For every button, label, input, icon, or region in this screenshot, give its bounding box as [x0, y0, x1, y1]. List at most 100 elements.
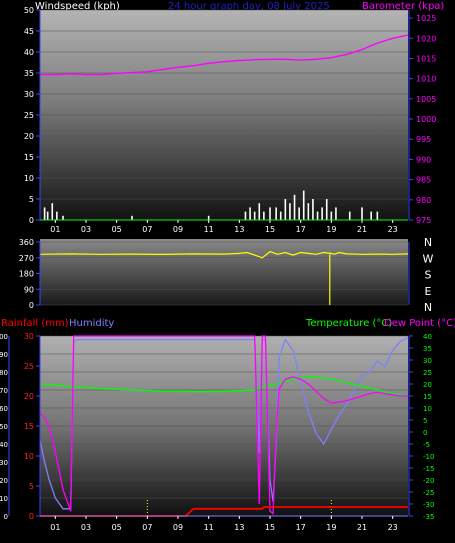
- hour-tick-label: 01: [50, 225, 60, 234]
- windspeed-bar: [131, 215, 133, 220]
- compass-label: N: [424, 236, 432, 249]
- windspeed-bar: [51, 203, 54, 220]
- hour-tick-label: 23: [388, 523, 398, 532]
- windspeed-bar: [335, 207, 337, 220]
- windspeed-bar: [207, 215, 210, 220]
- temperature-tick-label: 25: [423, 369, 432, 377]
- barometer-tick-label: 1015: [416, 54, 436, 63]
- hour-tick-label: 19: [326, 523, 336, 532]
- windspeed-tick-label: 30: [24, 90, 34, 99]
- hour-tick-label: 17: [296, 523, 306, 532]
- barometer-tick-label: 985: [416, 176, 431, 185]
- windspeed-bar: [316, 211, 319, 220]
- windspeed-bar: [348, 211, 351, 220]
- windspeed-bar: [249, 207, 251, 220]
- barometer-tick-label: 975: [416, 216, 431, 225]
- barometer-tick-label: 1000: [416, 115, 436, 124]
- humidity-tick-label: 40: [0, 441, 8, 449]
- temperature-tick-label: 0: [423, 429, 427, 437]
- rainfall-label: Rainfall (mm): [1, 318, 69, 329]
- windspeed-bar: [46, 211, 49, 220]
- windspeed-bar: [325, 199, 328, 220]
- temperature-tick-label: 35: [423, 345, 432, 353]
- rainfall-tick-label: 30: [24, 332, 34, 341]
- panel-3-x-axis: 01 03 05 07 09 11 13 15 17 19 21 23: [40, 515, 408, 532]
- temperature-tick-label: -20: [423, 477, 434, 485]
- windspeed-bar: [361, 207, 363, 220]
- windspeed-tick-label: 25: [24, 111, 34, 120]
- compass-label: N: [424, 301, 432, 314]
- windspeed-axis: 0 5 10 15 20 25 30 35 40 45 50: [24, 6, 41, 225]
- humidity-tick-label: 80: [0, 369, 8, 377]
- wind-direction-tick-label: 270: [19, 254, 34, 263]
- barometer-line: [40, 34, 409, 76]
- windspeed-bar: [321, 207, 323, 220]
- windspeed-label: Windspeed (kph): [35, 1, 120, 12]
- humidity-tick-label: 0: [4, 513, 8, 521]
- dew-point-label: Dew Point (°C): [384, 318, 455, 329]
- windspeed-bar: [244, 211, 247, 220]
- temperature-tick-label: -15: [423, 465, 434, 473]
- humidity-tick-label: 70: [0, 387, 8, 395]
- wind-direction-tick-label: 360: [19, 238, 34, 247]
- panel-1-x-axis: 01 03 05 07 09 11 13 15 17 19 21 23: [40, 219, 408, 234]
- wind-direction-axis: 0 90 180 270 360: [19, 238, 41, 310]
- wind-direction-tick-label: 180: [19, 270, 34, 279]
- temperature-line: [39, 376, 409, 397]
- windspeed-tick-label: 35: [24, 69, 34, 78]
- windspeed-bar: [62, 215, 64, 220]
- barometer-tick-label: 1005: [416, 95, 436, 104]
- wind-direction-tick-label: 90: [24, 285, 34, 294]
- compass-label: W: [423, 252, 434, 265]
- chart-title: 24 hour graph day, 08 July 2025: [168, 1, 330, 12]
- compass-label: S: [425, 269, 432, 282]
- windspeed-bars: [43, 190, 379, 220]
- humidity-tick-label: 30: [0, 459, 8, 467]
- temperature-tick-label: -5: [423, 441, 430, 449]
- temperature-label: Temperature (°C): [305, 318, 392, 329]
- hour-tick-label: 21: [357, 225, 367, 234]
- rainfall-axis: 0 5 10 15 20 25 30: [24, 332, 41, 521]
- panel-2-grid: [40, 241, 408, 306]
- hour-tick-label: 01: [50, 523, 60, 532]
- hour-tick-label: 05: [112, 225, 122, 234]
- humidity-tick-label: 100: [0, 333, 8, 341]
- windspeed-bar: [293, 194, 296, 220]
- hour-tick-label: 15: [265, 523, 275, 532]
- temperature-tick-label: -10: [423, 453, 434, 461]
- barometer-tick-label: 995: [416, 135, 431, 144]
- hour-tick-label: 07: [142, 523, 152, 532]
- windspeed-bar: [56, 211, 58, 220]
- temperature-tick-label: 5: [423, 417, 427, 425]
- rainfall-tick-label: 20: [24, 392, 34, 401]
- humidity-tick-label: 60: [0, 405, 8, 413]
- barometer-tick-label: 1020: [416, 34, 436, 43]
- temperature-tick-label: 10: [423, 405, 432, 413]
- temperature-tick-label: 20: [423, 381, 432, 389]
- humidity-tick-label: 90: [0, 351, 8, 359]
- hour-tick-label: 13: [234, 523, 244, 532]
- compass-label: E: [425, 285, 432, 298]
- barometer-tick-label: 990: [416, 155, 431, 164]
- windspeed-tick-label: 45: [24, 27, 34, 36]
- windspeed-bar: [279, 211, 282, 220]
- windspeed-tick-label: 0: [29, 216, 34, 225]
- windspeed-bar: [302, 190, 305, 220]
- temperature-tick-label: -30: [423, 501, 434, 509]
- humidity-tick-label: 20: [0, 477, 8, 485]
- hour-tick-label: 17: [296, 225, 306, 234]
- windspeed-bar: [263, 211, 265, 220]
- hour-tick-label: 09: [173, 523, 183, 532]
- humidity-axis: 0 10 20 30 40 50 60 70 80 90 100: [0, 333, 10, 521]
- dew-point-line: [39, 335, 408, 515]
- windspeed-bar: [284, 199, 287, 220]
- hour-tick-label: 19: [326, 225, 336, 234]
- temperature-tick-label: -35: [423, 513, 434, 521]
- windspeed-tick-label: 5: [29, 195, 34, 204]
- hour-tick-label: 07: [142, 225, 152, 234]
- windspeed-tick-label: 10: [24, 174, 34, 183]
- humidity-label: Humidity: [69, 318, 114, 329]
- temperature-tick-label: -25: [423, 489, 434, 497]
